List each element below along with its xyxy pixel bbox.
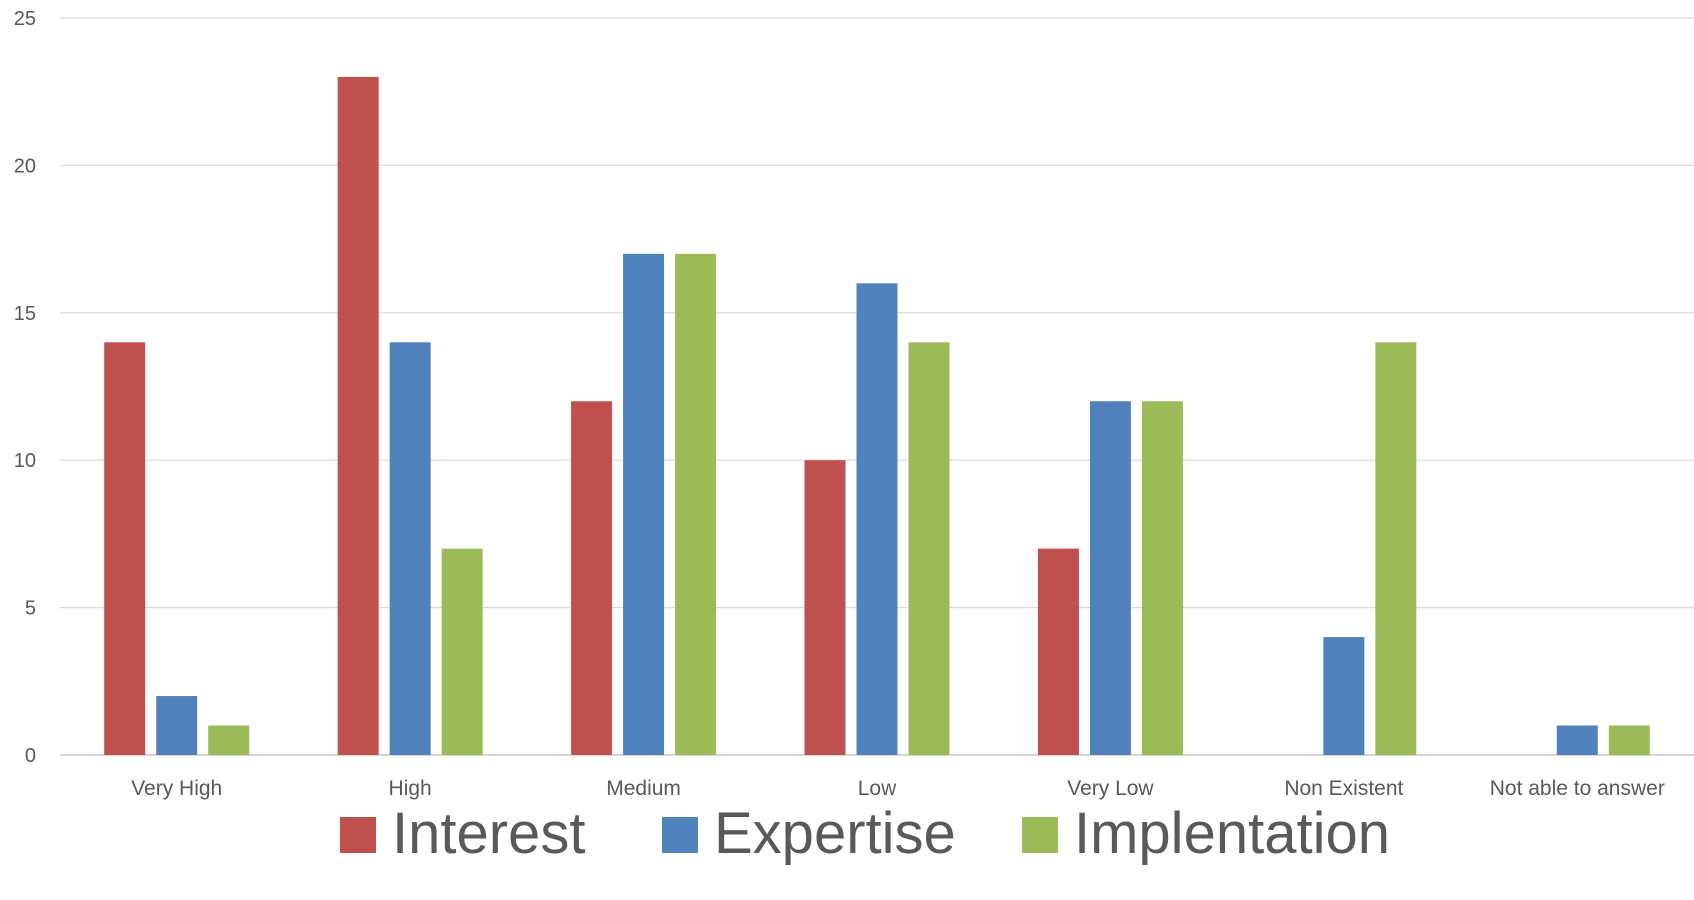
y-axis-ticks: 0 5 10 15 20 25	[14, 8, 36, 767]
y-tick-label: 20	[14, 155, 36, 177]
bar-expertise-medium	[623, 253, 665, 755]
legend: Interest Expertise Implentation	[340, 801, 1390, 866]
legend-swatch-interest	[340, 817, 376, 853]
y-tick-label: 15	[14, 303, 36, 325]
bar-implentation-medium	[675, 253, 717, 755]
y-tick-label: 10	[14, 450, 36, 472]
bar-implentation-non-existent	[1375, 342, 1417, 755]
bar-expertise-non-existent	[1323, 637, 1365, 755]
bar-interest-low	[804, 460, 846, 755]
bar-expertise-not-able-to-answer	[1556, 725, 1598, 755]
bar-interest-high	[337, 76, 379, 755]
bar-implentation-very-high	[208, 725, 250, 755]
bar-interest-very-high	[104, 342, 146, 755]
bar-implentation-very-low	[1141, 401, 1183, 755]
bar-implentation-not-able-to-answer	[1608, 725, 1650, 755]
x-tick-label: Not able to answer	[1490, 777, 1665, 800]
x-tick-label: Very High	[131, 777, 222, 800]
bar-interest-very-low	[1037, 548, 1079, 755]
legend-label-expertise: Expertise	[714, 801, 956, 866]
x-axis-ticks: Very High High Medium Low Very Low Non Existe…	[131, 777, 1665, 800]
bar-expertise-very-low	[1089, 401, 1131, 755]
legend-swatch-implentation	[1022, 817, 1058, 853]
legend-label-interest: Interest	[392, 801, 585, 866]
x-tick-label: High	[389, 777, 432, 800]
x-tick-label: Low	[858, 777, 897, 800]
x-tick-label: Non Existent	[1284, 777, 1403, 800]
legend-label-implentation: Implentation	[1074, 801, 1390, 866]
bar-interest-medium	[571, 401, 613, 755]
bar-implentation-low	[908, 342, 950, 755]
y-tick-label: 5	[25, 598, 36, 620]
y-tick-label: 0	[25, 745, 36, 767]
bar-expertise-low	[856, 283, 898, 755]
legend-swatch-expertise	[662, 817, 698, 853]
bar-expertise-high	[389, 342, 431, 755]
x-tick-label: Very Low	[1067, 777, 1154, 800]
x-tick-label: Medium	[606, 777, 681, 800]
bars	[104, 76, 1650, 755]
bar-expertise-very-high	[156, 696, 198, 755]
y-tick-label: 25	[14, 8, 36, 30]
bar-implentation-high	[441, 548, 483, 755]
